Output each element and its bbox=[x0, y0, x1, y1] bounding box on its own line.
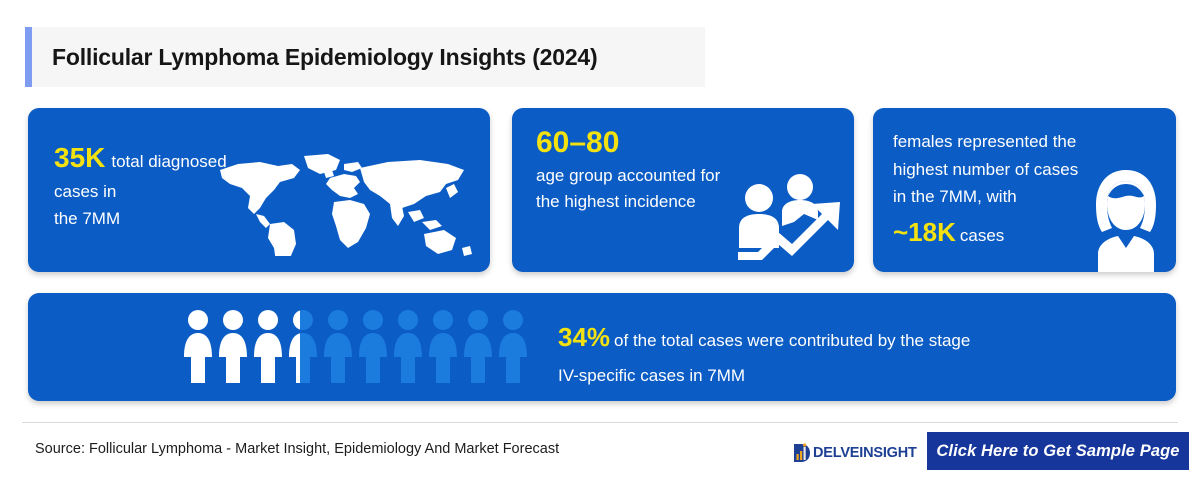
get-sample-page-label: Click Here to Get Sample Page bbox=[936, 441, 1180, 460]
footer: Source: Follicular Lymphoma - Market Ins… bbox=[0, 423, 1200, 479]
stage-iv-value: 34% bbox=[558, 322, 611, 352]
person-pictogram-icon bbox=[429, 310, 457, 383]
stage-iv-line1: of the total cases were contributed by t… bbox=[614, 331, 971, 350]
person-pictogram-icon-partial bbox=[289, 310, 317, 383]
delveinsight-wordmark: DELVEINSIGHT bbox=[813, 444, 917, 461]
stage-iv-line2: IV-specific cases in 7MM bbox=[558, 365, 746, 385]
stat-card-female-cases: females represented the highest number o… bbox=[873, 108, 1176, 272]
stat-card-2-line1: age group accounted for bbox=[536, 166, 721, 185]
stat-card-1-line3: the 7MM bbox=[54, 208, 121, 228]
stat-card-1-line2: cases in bbox=[54, 182, 117, 202]
stat-card-3-text: females represented the highest number o… bbox=[893, 128, 1078, 253]
stat-card-3-line2: highest number of cases bbox=[893, 159, 1079, 179]
world-map-icon bbox=[220, 154, 472, 256]
stat-card-total-diagnosed-cases: 35K total diagnosed cases in the 7MM bbox=[28, 108, 490, 272]
person-pictogram-icon bbox=[184, 310, 212, 383]
person-pictogram-icon bbox=[219, 310, 247, 383]
stat-card-3-value: ~18K bbox=[893, 216, 956, 247]
delveinsight-logo: DELVEINSIGHT bbox=[793, 438, 917, 468]
female-avatar-icon bbox=[1096, 170, 1156, 272]
stage-iv-banner-text: 34% of the total cases were contributed b… bbox=[558, 315, 1158, 390]
person-pictogram-icon bbox=[499, 310, 527, 383]
footer-divider bbox=[22, 422, 1178, 423]
delveinsight-logo-icon bbox=[794, 443, 810, 462]
person-pictogram-icon bbox=[254, 310, 282, 383]
stat-card-1-line1: total diagnosed bbox=[111, 152, 227, 171]
stage-iv-banner: 34% of the total cases were contributed b… bbox=[28, 293, 1176, 401]
header-accent-bar bbox=[25, 27, 32, 87]
stat-card-2-text: 60–80 age group accounted for the highes… bbox=[536, 126, 720, 216]
stat-card-1-value: 35K bbox=[54, 142, 106, 173]
stat-card-age-group-incidence: 60–80 age group accounted for the highes… bbox=[512, 108, 854, 272]
person-pictogram bbox=[183, 309, 543, 385]
person-pictogram-icon bbox=[394, 310, 422, 383]
person-pictogram-icon bbox=[324, 310, 352, 383]
source-text: Source: Follicular Lymphoma - Market Ins… bbox=[35, 441, 560, 457]
person-pictogram-icon bbox=[464, 310, 492, 383]
stat-card-3-suffix: cases bbox=[959, 225, 1005, 245]
person-pictogram-icon bbox=[359, 310, 387, 383]
header-band: Follicular Lymphoma Epidemiology Insight… bbox=[25, 27, 705, 87]
stat-card-3-line1: females represented the bbox=[893, 132, 1077, 151]
people-growth-chart-icon bbox=[738, 174, 840, 260]
stat-card-3-line3: in the 7MM, with bbox=[893, 187, 1017, 207]
page-title: Follicular Lymphoma Epidemiology Insight… bbox=[52, 43, 598, 70]
stat-card-2-line2: the highest incidence bbox=[536, 192, 696, 212]
stat-card-1-text: 35K total diagnosed cases in the 7MM bbox=[54, 136, 227, 232]
stat-card-2-value: 60–80 bbox=[536, 126, 620, 159]
stat-cards-row: 35K total diagnosed cases in the 7MM 6 bbox=[28, 108, 1176, 272]
get-sample-page-button[interactable]: Click Here to Get Sample Page bbox=[927, 432, 1189, 470]
